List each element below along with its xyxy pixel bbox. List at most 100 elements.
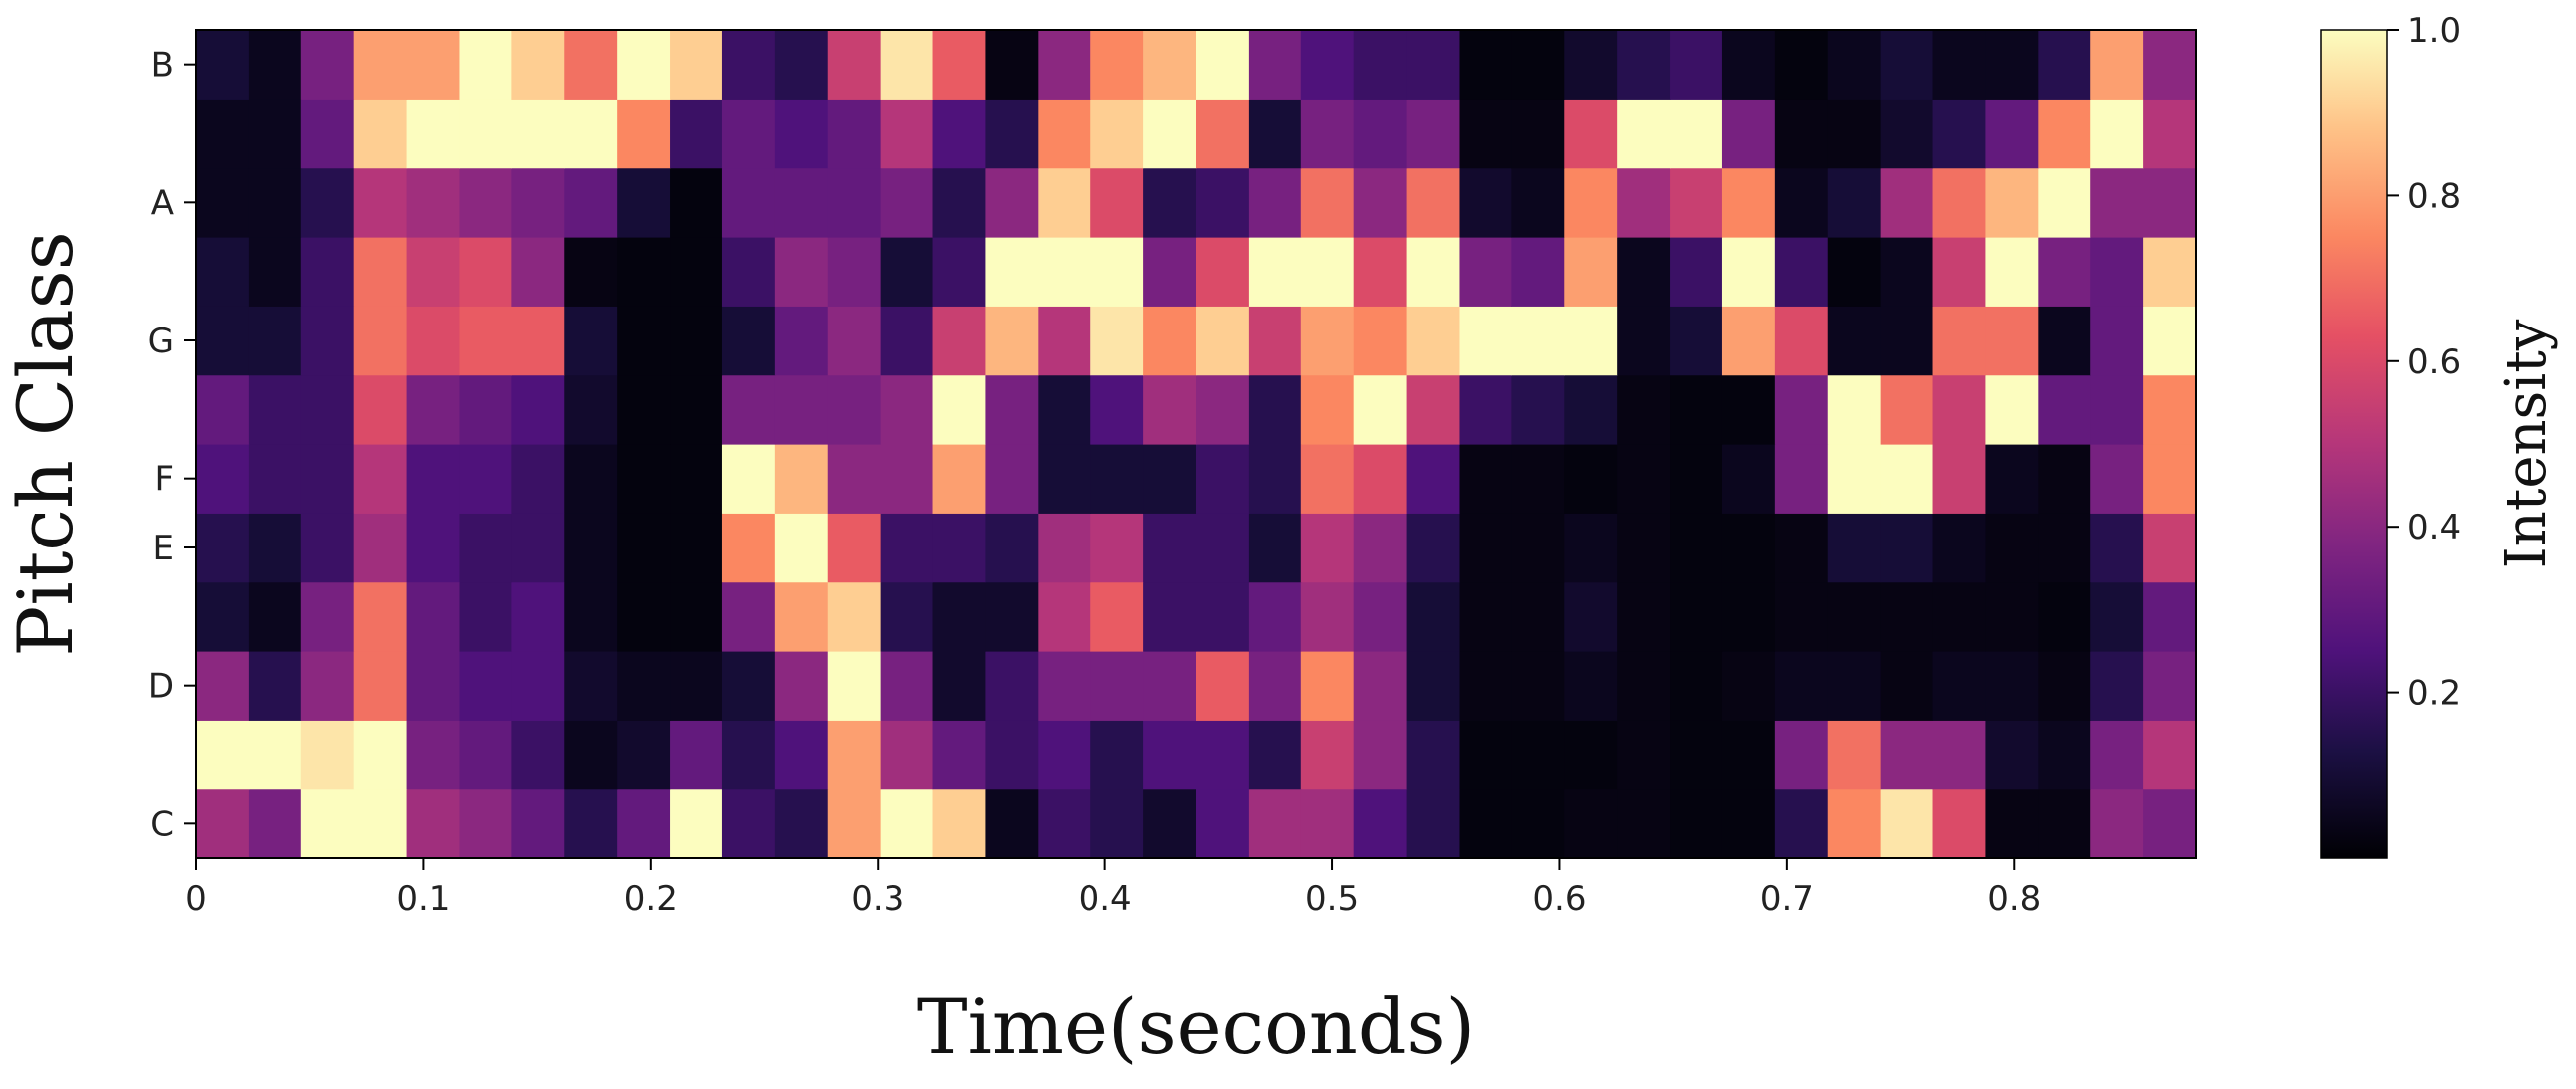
heatmap-cell [1670,513,1723,583]
heatmap-cell [1827,99,1882,169]
heatmap-cell [2090,444,2144,514]
heatmap-cell [1090,651,1144,721]
heatmap-cell [1406,444,1461,514]
heatmap-cell [880,581,934,652]
heatmap-cell [1721,720,1776,790]
heatmap-cell [617,513,671,583]
heatmap-cell [511,513,565,583]
heatmap-cell [2143,651,2197,721]
heatmap-cell [1670,581,1723,652]
heatmap-cell [1932,720,1987,790]
heatmap-cell [2038,374,2091,445]
heatmap-cell [1143,651,1197,721]
heatmap-cell [1827,374,1882,445]
heatmap-cell [248,99,302,169]
heatmap-cell [1670,651,1723,721]
heatmap-cell [670,581,723,652]
heatmap-cell [1827,651,1882,721]
heatmap-cell [617,30,671,100]
heatmap-cell [459,720,512,790]
x-tick-label: 0.1 [396,879,450,919]
heatmap-cell [932,99,987,169]
heatmap-cell [1300,374,1355,445]
heatmap-cell [1617,651,1671,721]
heatmap-cell [1511,306,1565,376]
heatmap-cell [511,167,565,238]
heatmap-cell [1353,306,1408,376]
heatmap-cell [1300,30,1355,100]
heatmap-cell [1353,788,1408,859]
heatmap-cell [1985,444,2039,514]
heatmap-cell [774,444,829,514]
heatmap-cell [774,374,829,445]
heatmap-cell [1090,788,1144,859]
heatmap-cell [1196,99,1250,169]
heatmap-cell [353,444,408,514]
heatmap-cell [300,167,355,238]
heatmap-cell [1827,720,1882,790]
heatmap-cell [932,720,987,790]
heatmap-cell [1827,237,1882,307]
heatmap-cell [1670,306,1723,376]
heatmap-cell [827,99,882,169]
heatmap-cell [1880,167,1934,238]
heatmap-cell [1721,581,1776,652]
heatmap-cell [1248,167,1302,238]
heatmap-cell [1459,30,1512,100]
heatmap-cell [1985,651,2039,721]
heatmap-cell [1511,651,1565,721]
heatmap-cell [1406,167,1461,238]
heatmap-cell [1670,99,1723,169]
heatmap-cell [1300,237,1355,307]
heatmap-cell [880,30,934,100]
heatmap-cell [2143,444,2197,514]
heatmap-cell [2143,720,2197,790]
heatmap-cell [1932,306,1987,376]
heatmap-cell [774,30,829,100]
heatmap-cell [2143,237,2197,307]
heatmap-cell [564,99,618,169]
heatmap-cell [985,306,1039,376]
heatmap-cell [932,306,987,376]
heatmap-cell [2143,306,2197,376]
heatmap-cell [511,237,565,307]
heatmap-cell [1143,167,1197,238]
x-axis-ticks: 0 0.1 0.2 0.3 0.4 0.5 0.6 0.7 0.8 [185,858,2041,919]
heatmap-cell [670,237,723,307]
heatmap-cell [1248,513,1302,583]
heatmap-cell [1721,306,1776,376]
heatmap-cell [353,651,408,721]
heatmap-cell [196,788,250,859]
heatmap-cell [300,788,355,859]
heatmap-cell [1670,374,1723,445]
heatmap-cell [1406,788,1461,859]
heatmap-cell [932,444,987,514]
heatmap-cell [721,99,776,169]
heatmap-cell [1196,30,1250,100]
heatmap-cell [1932,651,1987,721]
heatmap-cell [880,513,934,583]
heatmap-cell [1774,167,1829,238]
heatmap-cell [1406,651,1461,721]
heatmap-cell [1196,720,1250,790]
heatmap-cell [1721,99,1776,169]
heatmap-cell [2038,444,2091,514]
heatmap-cell [1459,306,1512,376]
heatmap-cell [1564,581,1618,652]
heatmap-cell [1774,581,1829,652]
heatmap-cell [827,581,882,652]
heatmap-cell [1721,167,1776,238]
heatmap-cell [1090,513,1144,583]
heatmap-cell [932,651,987,721]
colorbar-ticks: 0.2 0.4 0.6 0.8 1.0 [2387,11,2461,714]
heatmap-cell [406,581,461,652]
heatmap-cell [459,306,512,376]
heatmap-cell [1248,720,1302,790]
heatmap-cell [1038,651,1091,721]
heatmap-cell [985,444,1039,514]
heatmap-cell [1353,237,1408,307]
heatmap-cell [511,444,565,514]
heatmap-cell [1564,651,1618,721]
heatmap-cell [196,720,250,790]
heatmap-cell [1090,167,1144,238]
